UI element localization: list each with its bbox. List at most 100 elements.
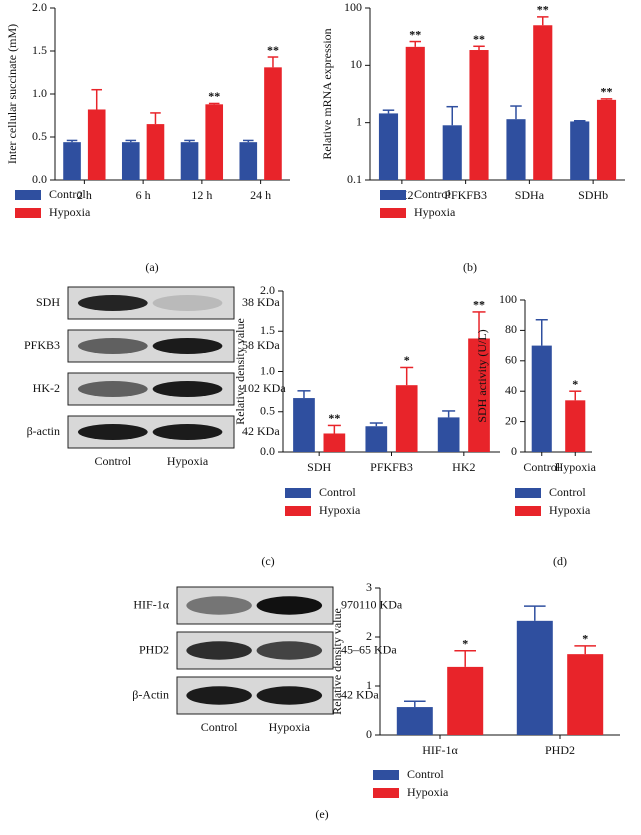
x-tick-label: Control <box>523 460 560 474</box>
significance: ** <box>328 411 340 425</box>
y-axis-label: Inter cellular succinate (mM) <box>5 24 19 164</box>
blot-band <box>152 381 223 397</box>
significance: ** <box>208 89 220 103</box>
bar <box>565 400 586 452</box>
error-bar <box>404 700 426 708</box>
significance: * <box>582 632 588 646</box>
error-bar <box>472 311 486 339</box>
bar <box>378 113 399 180</box>
bar <box>146 124 165 180</box>
y-tick-label: 100 <box>344 0 362 14</box>
significance: * <box>462 636 468 650</box>
x-tick-label: Hypoxia <box>555 460 597 474</box>
blot-band <box>77 424 148 440</box>
bar <box>395 385 418 452</box>
error-bar <box>184 139 195 143</box>
bar <box>516 620 553 735</box>
significance: ** <box>473 298 485 312</box>
y-tick-label: 100 <box>499 292 517 306</box>
x-tick-label: SDH <box>307 460 331 474</box>
y-tick-label: 1.0 <box>32 86 47 100</box>
error-bar <box>327 424 341 434</box>
error-bar <box>382 109 395 114</box>
bar <box>180 142 199 180</box>
y-tick-label: 1.0 <box>260 363 275 377</box>
blot-size: 42 KDa <box>242 424 280 438</box>
y-axis-label: SDH activity (U/L) <box>475 329 489 422</box>
significance: ** <box>409 27 421 41</box>
bar <box>405 46 425 180</box>
y-tick-label: 1 <box>366 678 372 692</box>
y-axis-label: Relative mRNA expression <box>320 28 334 159</box>
bar <box>293 398 315 452</box>
blot-label: HK-2 <box>33 381 60 395</box>
bar <box>447 666 484 735</box>
x-tick-label: HIF-1α <box>422 743 458 757</box>
legend-label: Control <box>319 485 356 499</box>
x-tick-label: HK2 <box>452 460 475 474</box>
legend-label: Hypoxia <box>49 205 91 219</box>
error-bar <box>569 390 582 401</box>
legend-label: Control <box>414 187 451 201</box>
bar <box>531 345 552 452</box>
error-bar <box>442 410 456 418</box>
panel-label: (c) <box>261 554 274 568</box>
lane-label: Control <box>201 720 238 734</box>
error-bar <box>535 319 548 346</box>
legend-swatch <box>373 770 399 780</box>
error-bar <box>66 139 78 143</box>
blot-label: HIF-1α <box>133 597 169 611</box>
bar <box>323 433 346 452</box>
y-tick-label: 60 <box>505 353 517 367</box>
legend-label: Hypoxia <box>319 503 361 517</box>
significance: * <box>572 377 578 391</box>
bar <box>469 50 489 180</box>
blot-band <box>152 338 223 354</box>
x-tick-label: 6 h <box>136 188 151 202</box>
bar <box>468 338 490 452</box>
legend-label: Hypoxia <box>414 205 456 219</box>
bar <box>533 25 553 181</box>
y-tick-label: 0 <box>366 727 372 741</box>
blot-label: β-Actin <box>132 687 169 701</box>
bar <box>239 142 258 180</box>
y-tick-label: 1 <box>356 114 362 128</box>
error-bar <box>125 139 137 143</box>
error-bar <box>537 16 549 26</box>
x-tick-label: PHD2 <box>545 743 575 757</box>
y-tick-label: 2 <box>366 629 372 643</box>
bar <box>205 104 224 180</box>
significance: * <box>404 353 410 367</box>
legend-swatch <box>15 190 41 200</box>
x-tick-label: PFKFB3 <box>370 460 413 474</box>
y-axis-label: Relative density value <box>233 318 247 425</box>
blot-band <box>256 686 323 705</box>
blot-band <box>186 596 252 615</box>
blot-band <box>77 338 148 354</box>
bar <box>442 125 462 180</box>
error-bar <box>243 139 254 143</box>
bar <box>63 142 81 180</box>
blot-band <box>186 686 252 705</box>
panel-label: (d) <box>553 554 567 568</box>
significance: ** <box>537 3 549 17</box>
legend-swatch <box>380 208 406 218</box>
x-tick-label: 2 h <box>77 188 92 202</box>
y-tick-label: 20 <box>505 413 517 427</box>
blot-label: PFKB3 <box>24 338 60 352</box>
blot-label: PHD2 <box>139 642 169 656</box>
y-tick-label: 2.0 <box>260 283 275 297</box>
legend-label: Control <box>49 187 86 201</box>
blot-size: 45–65 KDa <box>341 642 397 656</box>
bar <box>567 654 604 735</box>
blot-size: 38 KDa <box>242 295 280 309</box>
significance: ** <box>473 32 485 46</box>
legend-label: Control <box>407 767 444 781</box>
error-bar <box>208 102 220 105</box>
blot-size: 42 KDa <box>341 687 379 701</box>
y-tick-label: 10 <box>350 57 362 71</box>
blot-size: 970110 KDa <box>341 597 403 611</box>
significance: ** <box>267 43 279 57</box>
y-tick-label: 0.5 <box>32 129 47 143</box>
